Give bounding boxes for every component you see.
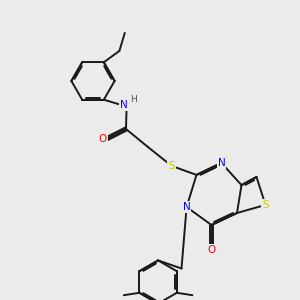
Text: S: S [262, 200, 269, 210]
Text: H: H [130, 95, 136, 104]
Text: N: N [120, 100, 128, 110]
Text: N: N [218, 158, 225, 168]
Text: N: N [183, 202, 190, 212]
Text: O: O [99, 134, 107, 144]
Text: S: S [168, 161, 175, 171]
Text: O: O [207, 245, 216, 255]
